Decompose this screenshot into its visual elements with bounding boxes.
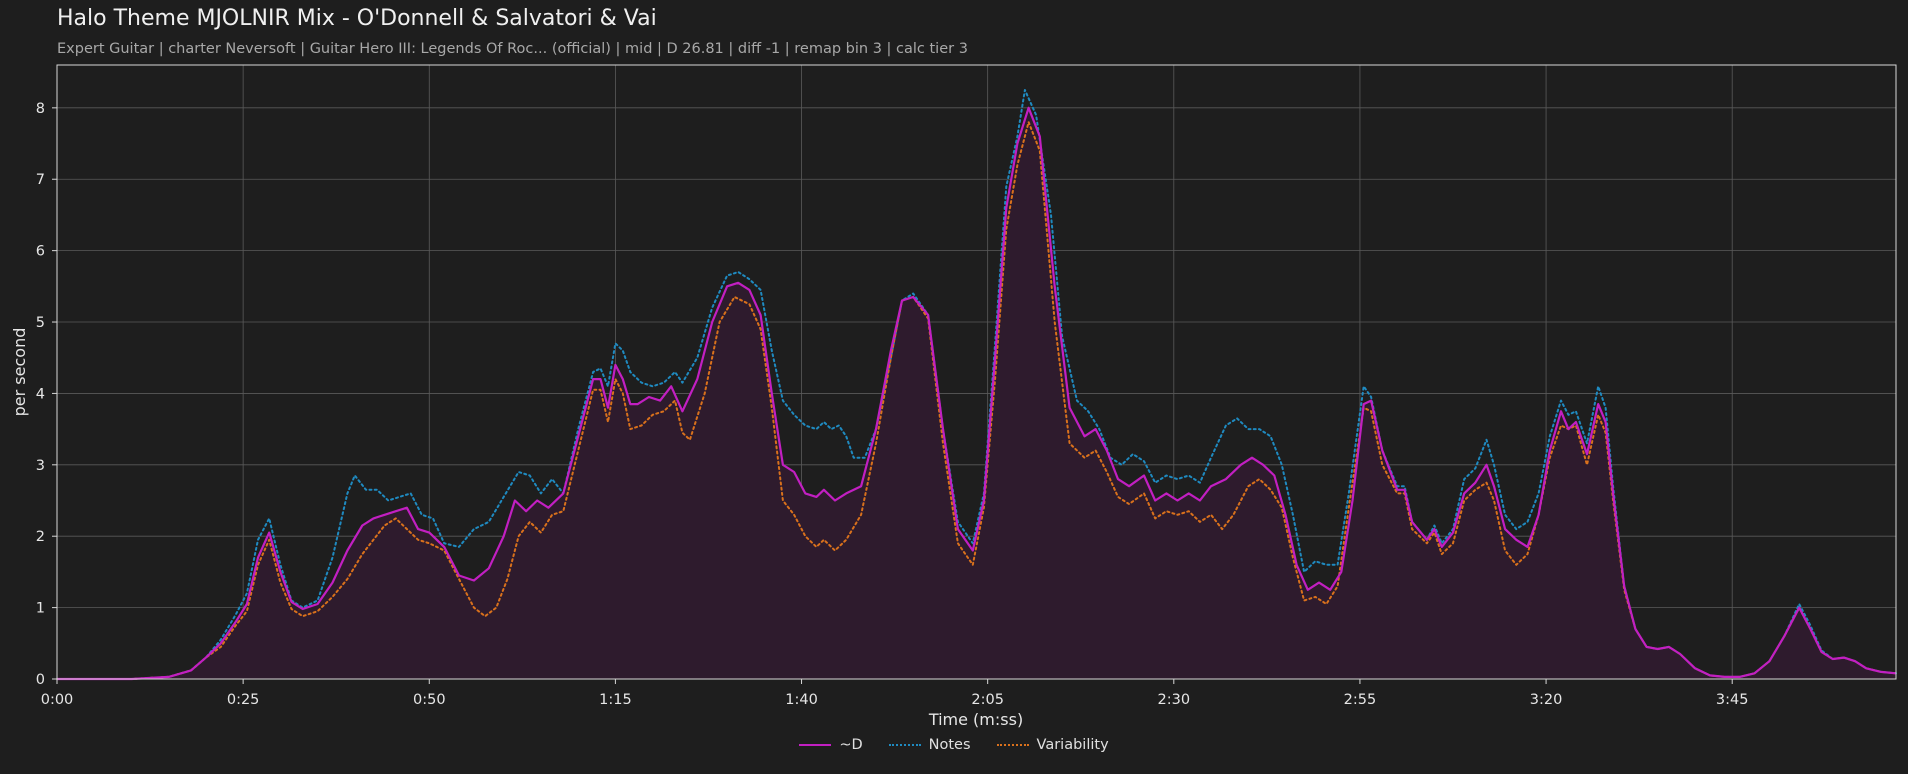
x-tick-label: 2:55 [1344,692,1377,708]
legend-label-variability: Variability [1036,737,1109,753]
series-line-d [57,106,1897,681]
y-tick-label: 5 [36,315,45,331]
y-axis: 0 1 2 3 4 5 6 7 8 [36,101,57,688]
legend-item-d: ~D [799,737,863,753]
legend-swatch-variability [996,744,1029,746]
series-lines [56,89,1897,681]
y-tick-label: 1 [36,601,45,617]
y-tick-label: 3 [36,458,45,474]
chart-subtitle: Expert Guitar | charter Neversoft | Guit… [57,41,968,57]
x-tick-label: 1:40 [785,692,818,708]
plot-frame [56,64,1897,680]
x-tick-label: 0:25 [227,692,260,708]
y-tick-label: 4 [36,386,45,402]
y-tick-label: 0 [36,672,45,688]
x-tick-label: 1:15 [599,692,632,708]
x-axis-label: Time (m:ss) [928,710,1023,729]
legend-item-notes: Notes [888,737,971,753]
legend-label-notes: Notes [928,737,971,753]
legend-label-d: ~D [839,737,863,753]
y-tick-label: 6 [36,244,45,260]
y-axis-label: per second [10,328,29,417]
x-axis: 0:00 0:25 0:50 1:15 1:40 2:05 2:30 2:55 3:20 3:45 [41,679,1749,708]
legend: ~D Notes Variability [0,737,1908,753]
x-tick-label: 3:45 [1716,692,1749,708]
legend-swatch-d [799,744,832,746]
x-tick-label: 2:05 [971,692,1004,708]
y-tick-label: 8 [36,101,45,117]
chart-title: Halo Theme MJOLNIR Mix - O'Donnell & Sal… [57,6,657,31]
x-tick-label: 2:30 [1158,692,1191,708]
series-line-notes [56,89,1897,680]
x-tick-label: 0:00 [41,692,74,708]
y-tick-label: 7 [36,172,45,188]
x-tick-label: 0:50 [413,692,446,708]
legend-item-variability: Variability [996,737,1109,753]
y-tick-label: 2 [36,529,45,545]
x-tick-label: 3:20 [1530,692,1563,708]
legend-swatch-notes [888,744,921,746]
series-line-variability [56,121,1897,680]
